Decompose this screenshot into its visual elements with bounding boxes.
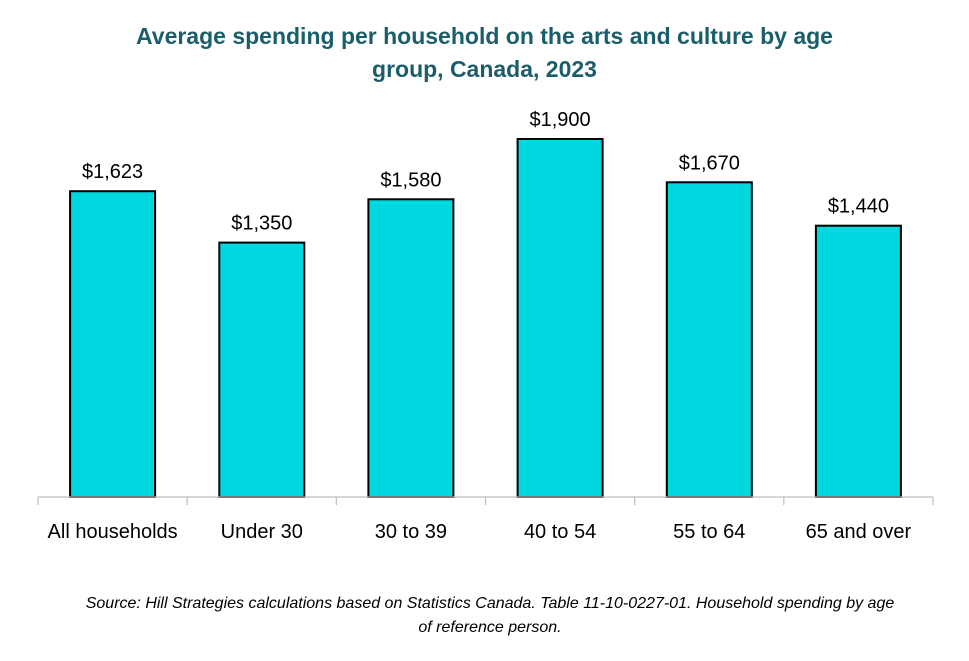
chart-title: Average spending per household on the ar… (0, 20, 969, 86)
data-label-4: $1,670 (679, 152, 740, 174)
category-label-0: All households (48, 521, 178, 543)
category-label-1: Under 30 (221, 521, 303, 543)
chart-title-line-1: Average spending per household on the ar… (136, 23, 833, 49)
data-label-2: $1,580 (380, 169, 441, 191)
bar-1 (218, 241, 306, 498)
category-label-2: 30 to 39 (375, 521, 447, 543)
data-label-1: $1,350 (231, 213, 292, 235)
data-label-0: $1,623 (82, 161, 143, 183)
bar-5 (814, 224, 902, 498)
bar-2 (367, 198, 455, 499)
bar-3 (516, 138, 604, 498)
data-label-3: $1,900 (530, 109, 591, 131)
category-label-5: 65 and over (806, 521, 912, 543)
bar-0 (69, 190, 157, 498)
source-note: Source: Hill Strategies calculations bas… (85, 595, 895, 636)
category-label-3: 40 to 54 (524, 521, 596, 543)
chart-title-line-2: group, Canada, 2023 (372, 56, 597, 82)
data-label-5: $1,440 (828, 196, 889, 218)
bar-4 (665, 181, 753, 499)
category-label-4: 55 to 64 (673, 521, 745, 543)
